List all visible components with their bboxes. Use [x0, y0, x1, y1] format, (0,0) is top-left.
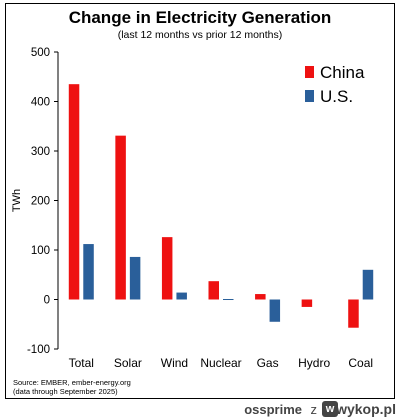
chart-subtitle: (last 12 months vs prior 12 months) [117, 29, 283, 41]
footer-brand[interactable]: wykop.pl [336, 401, 396, 417]
x-tick-label: Wind [161, 356, 188, 370]
x-tick-label: Nuclear [200, 356, 241, 370]
y-tick-label: 200 [31, 196, 50, 208]
bar-us-gas [269, 299, 281, 322]
bar-china-nuclear [208, 281, 219, 300]
footer-username[interactable]: ossprime [244, 402, 302, 417]
legend-label: U.S. [320, 87, 353, 106]
footer-z: z [310, 402, 318, 417]
bar-china-coal [348, 299, 359, 328]
bar-china-wind [161, 237, 173, 300]
bar-us-wind [176, 292, 187, 300]
x-tick-label: Total [69, 356, 94, 370]
bar-us-total [83, 244, 94, 300]
source-date-line: (data through September 2025) [13, 387, 118, 396]
bar-us-nuclear [223, 299, 234, 301]
y-tick-label: 100 [31, 245, 50, 257]
y-tick-label: 300 [31, 146, 50, 158]
legend-swatch [305, 66, 314, 78]
x-tick-label: Solar [114, 356, 142, 370]
x-tick-label: Hydro [298, 356, 330, 370]
x-tick-label: Coal [348, 356, 373, 370]
y-tick-label: 500 [31, 47, 50, 59]
legend-label: China [320, 63, 365, 82]
bar-china-solar [115, 135, 126, 300]
watermark-footer: ossprime z w wykop.pl [0, 399, 400, 420]
bar-us-solar [129, 256, 141, 300]
bar-china-total [68, 84, 80, 300]
chart-card: Change in Electricity Generation (last 1… [5, 3, 395, 399]
bar-chart: -100 0 100 200 300 400 500 TWh Total Solar Wind Nuc… [11, 47, 374, 370]
wykop-logo-icon: w [322, 401, 338, 417]
chart-title: Change in Electricity Generation [68, 8, 332, 27]
bar-us-coal [362, 269, 374, 300]
bar-china-gas [255, 294, 266, 300]
source-line: Source: EMBER, ember-energy.org [13, 378, 131, 387]
legend-swatch [305, 90, 314, 102]
bar-china-hydro [301, 299, 313, 307]
x-tick-label: Gas [257, 356, 279, 370]
y-tick-label: 400 [31, 97, 50, 109]
y-tick-label: 0 [44, 295, 50, 307]
y-axis-label: TWh [11, 189, 23, 212]
y-tick-label: -100 [27, 344, 50, 356]
